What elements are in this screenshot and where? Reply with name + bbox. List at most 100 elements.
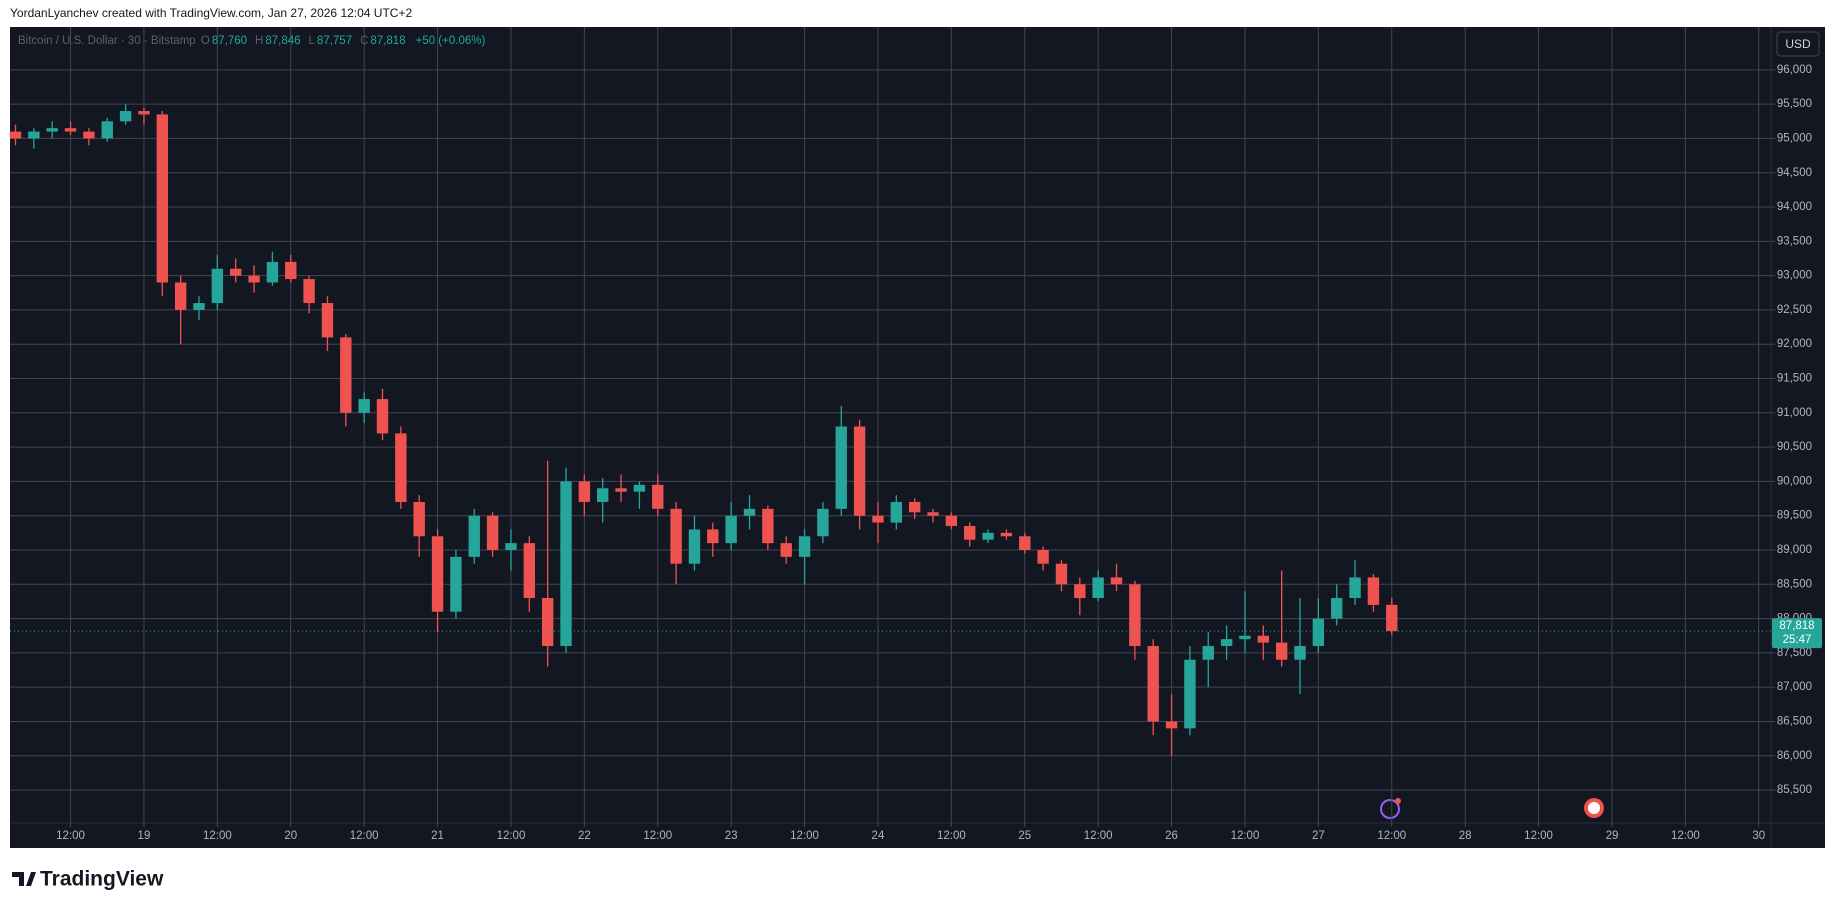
candle-body	[285, 261, 297, 280]
x-tick-label: 29	[1606, 830, 1619, 842]
x-tick-label: 12:00	[1524, 830, 1553, 842]
candle-body	[266, 261, 279, 283]
candle-body	[835, 426, 847, 509]
symbol-title: Bitcoin / U.S. Dollar · 30 · Bitstamp	[18, 35, 196, 47]
candle-body	[652, 484, 664, 509]
x-tick-label: 27	[1312, 830, 1325, 842]
x-tick-label: 12:00	[203, 830, 232, 842]
candle-body	[1220, 639, 1233, 647]
candle-body	[1331, 598, 1343, 619]
x-tick-label: 30	[1752, 830, 1765, 842]
grid	[10, 27, 1771, 823]
x-tick-label: 12:00	[1377, 830, 1406, 842]
legend-value: 87,818	[370, 35, 406, 47]
last-price-box	[1772, 618, 1822, 649]
candle-body	[872, 515, 884, 523]
candle-body	[1055, 563, 1068, 585]
candle-body	[890, 501, 902, 523]
candle-body	[1386, 604, 1398, 632]
icon-events[interactable]	[1380, 798, 1401, 819]
candle-body	[64, 128, 77, 132]
x-tick-label: 23	[725, 830, 738, 842]
legend-key: O	[200, 35, 210, 47]
candle-body	[1275, 642, 1288, 660]
currency-button[interactable]	[1776, 31, 1820, 57]
x-tick-label: 12:00	[497, 830, 526, 842]
legend-key: L	[308, 35, 315, 47]
y-tick-label: 91,500	[1777, 373, 1812, 385]
icon-flag[interactable]	[1584, 798, 1604, 818]
x-tick-label: 12:00	[643, 830, 672, 842]
candle-body	[1202, 646, 1214, 660]
candle-body	[762, 508, 774, 544]
candle-body	[1312, 618, 1325, 647]
candle-body	[1019, 536, 1031, 550]
candle-body	[927, 512, 939, 516]
candle-body	[413, 501, 425, 537]
y-tick-label: 85,500	[1777, 784, 1812, 796]
candle-body	[1000, 532, 1013, 537]
candle-body	[450, 556, 462, 612]
candle-body	[817, 508, 829, 537]
x-tick-label: 21	[431, 830, 444, 842]
candle-body	[798, 536, 811, 557]
y-tick-label: 89,000	[1777, 544, 1812, 556]
candle-body	[1092, 577, 1104, 599]
candle-body	[597, 488, 609, 502]
candle-body	[340, 337, 352, 413]
candle-body	[101, 121, 113, 139]
y-tick-label: 89,500	[1777, 510, 1812, 522]
y-tick-label: 90,000	[1777, 475, 1812, 487]
candle-body	[615, 488, 627, 492]
candle-body	[982, 532, 994, 540]
candle-body	[1129, 584, 1141, 647]
legend-key: H	[255, 35, 264, 47]
candle-body	[1294, 646, 1306, 660]
y-tick-label: 88,500	[1777, 578, 1812, 590]
candle-body	[1184, 659, 1196, 729]
candle-body	[1239, 635, 1251, 640]
x-tick-label: 24	[872, 830, 885, 842]
candle-body	[431, 536, 444, 612]
candle-body	[1037, 549, 1049, 564]
candle-body	[156, 114, 168, 283]
countdown-label: 25:47	[1783, 634, 1812, 646]
y-tick-label: 86,500	[1777, 716, 1812, 728]
y-tick-label: 90,500	[1777, 441, 1812, 453]
y-tick-label: 94,500	[1777, 167, 1812, 179]
candle-body	[670, 508, 682, 564]
candle-body	[1257, 635, 1270, 643]
attribution: YordanLyanchev created with TradingView.…	[10, 6, 412, 20]
candle-body	[468, 515, 480, 557]
legend-key: C	[360, 35, 369, 47]
candle-body	[945, 515, 958, 526]
y-tick-label: 94,000	[1777, 201, 1812, 213]
x-tick-label: 12:00	[1671, 830, 1700, 842]
candle-body	[230, 268, 242, 276]
y-tick-label: 95,000	[1777, 132, 1812, 144]
candle-body	[376, 399, 389, 434]
candle-body	[908, 501, 921, 513]
y-tick-label: 92,000	[1777, 338, 1812, 350]
x-tick-label: 28	[1459, 830, 1472, 842]
candle-body	[853, 426, 866, 516]
x-tick-label: 20	[284, 830, 297, 842]
candle-body	[541, 598, 554, 647]
x-tick-label: 12:00	[1231, 830, 1260, 842]
chart-frame	[10, 27, 1825, 848]
candle-body	[303, 279, 315, 304]
candle-body	[119, 110, 132, 122]
candle-body	[560, 481, 572, 647]
candle-body	[633, 484, 646, 492]
candle-body	[688, 529, 701, 564]
candle-body	[505, 543, 517, 550]
candle-body	[1074, 584, 1086, 599]
y-tick-label: 93,000	[1777, 270, 1812, 282]
candle-body	[725, 515, 737, 544]
brand-logo: TradingView	[12, 868, 164, 891]
candle-body	[1349, 577, 1361, 599]
legend-value: +50 (+0.06%)	[415, 35, 486, 47]
legend-value: 87,757	[316, 35, 353, 47]
ohlc-legend: Bitcoin / U.S. Dollar · 30 · Bitstamp O 8…	[18, 35, 493, 47]
